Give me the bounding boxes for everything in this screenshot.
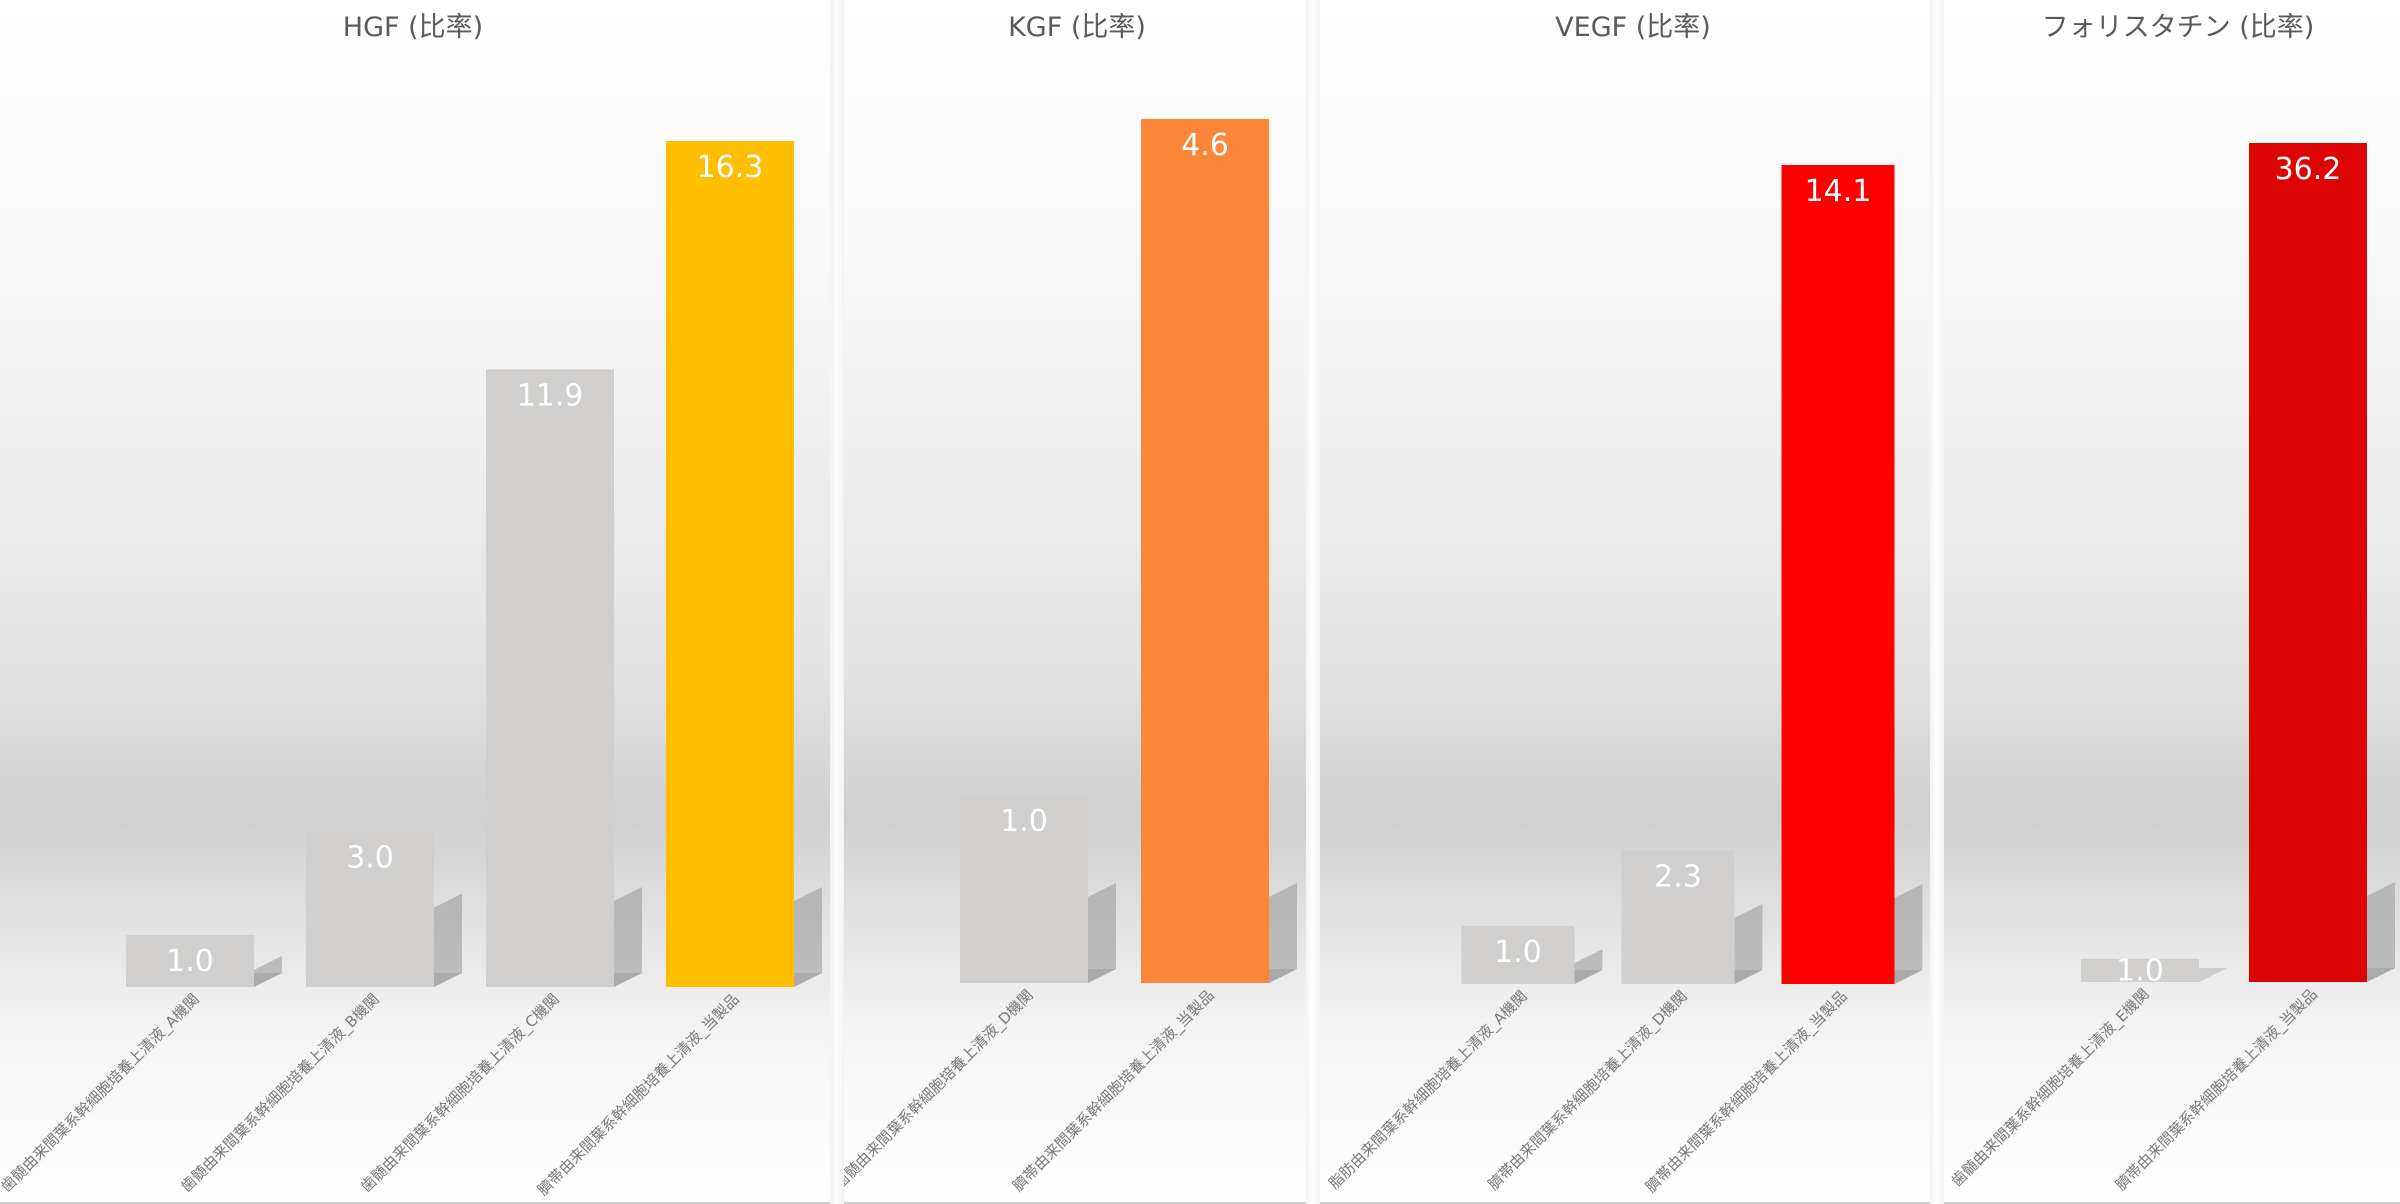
bar-1 (126, 935, 254, 987)
category-label: 臍帯由来間葉系幹細胞培養上清液_当製品 (1009, 986, 1219, 1196)
category-label: 歯髄由来間葉系幹細胞培養上清液_E機関 (1948, 985, 2154, 1191)
bar-value-label: 1.0 (1494, 935, 1542, 970)
chart-title: KGF (比率) (1008, 12, 1146, 43)
bar-value-label: 14.1 (1805, 174, 1872, 209)
category-label: 歯髄由来間葉系幹細胞培養上清液_A機関 (0, 990, 204, 1196)
chart-panel-3: VEGF (比率) 1.0 脂肪由来間葉系幹細胞培養上清液_A機関 2.3 臍帯由来間葉… (1320, 0, 1930, 1202)
bar-2 (1141, 119, 1269, 983)
bar-shadow (1734, 903, 1763, 984)
bar-value-label: 11.9 (517, 378, 584, 413)
bar-value-label: 3.0 (346, 840, 394, 875)
bar-1 (960, 795, 1088, 983)
bar-2 (1621, 850, 1735, 984)
category-label: 臍帯由来間葉系幹細胞培養上清液_D機関 (1484, 987, 1691, 1194)
bar-1 (2081, 958, 2199, 982)
bar-3 (1781, 165, 1895, 984)
bar-shadow (1269, 883, 1297, 983)
bar-shadow (1088, 883, 1116, 983)
bar-value-label: 2.3 (1654, 859, 1702, 894)
bar-value-label: 36.2 (2275, 152, 2342, 187)
bar-4 (666, 141, 794, 987)
panel-divider (1306, 0, 1320, 1204)
category-label: 歯髄由来間葉系幹細胞培養上清液_B機関 (177, 990, 383, 1196)
bar-2 (2249, 143, 2367, 982)
bar-value-label: 1.0 (166, 944, 214, 979)
category-label: 脂肪由来間葉系幹細胞培養上清液_A機関 (1325, 987, 1531, 1193)
bar-value-label: 4.6 (1181, 128, 1229, 163)
chart-svg-2: KGF (比率) 1.0 歯髄由来間葉系幹細胞培養上清液_D機関 4.6 臍帯由来間葉系… (844, 12, 1297, 1196)
bar-shadow (2199, 968, 2227, 983)
bar-shadow (1894, 884, 1923, 984)
chart-svg-1: HGF (比率) 1.0 歯髄由来間葉系幹細胞培養上清液_A機関 3.0 歯髄由来間葉系… (0, 12, 822, 1200)
category-label: 歯髄由来間葉系幹細胞培養上清液_C機関 (357, 990, 563, 1196)
chart-panel-2: KGF (比率) 1.0 歯髄由来間葉系幹細胞培養上清液_D機関 4.6 臍帯由来間葉系… (844, 0, 1306, 1202)
bar-shadow (434, 893, 462, 987)
bar-value-label: 1.0 (2116, 953, 2164, 988)
bar-shadow (794, 887, 822, 987)
panel-divider (1930, 0, 1944, 1204)
bar-shadow (614, 887, 642, 987)
bar-shadow (1574, 949, 1603, 984)
chart-title: フォリスタチン (比率) (2042, 12, 2315, 43)
bar-value-label: 16.3 (697, 150, 764, 185)
chart-panel-4: フォリスタチン (比率) 1.0 歯髄由来間葉系幹細胞培養上清液_E機関 36.2 臍帯… (1944, 0, 2400, 1202)
category-label: 臍帯由来間葉系幹細胞培養上清液_当製品 (1642, 987, 1852, 1197)
bar-2 (306, 831, 434, 987)
bar-value-label: 1.0 (1000, 804, 1048, 839)
category-label: 臍帯由来間葉系幹細胞培養上清液_当製品 (2112, 985, 2322, 1195)
chart-title: HGF (比率) (343, 12, 483, 43)
bar-shadow (254, 955, 282, 987)
category-label: 歯髄由来間葉系幹細胞培養上清液_D機関 (844, 986, 1038, 1193)
panel-divider (830, 0, 844, 1204)
chart-panel-1: HGF (比率) 1.0 歯髄由来間葉系幹細胞培養上清液_A機関 3.0 歯髄由来間葉系… (0, 0, 830, 1202)
bar-1 (1461, 925, 1575, 984)
category-label: 臍帯由来間葉系幹細胞培養上清液_当製品 (534, 990, 744, 1200)
chart-title: VEGF (比率) (1555, 12, 1711, 43)
chart-svg-3: VEGF (比率) 1.0 脂肪由来間葉系幹細胞培養上清液_A機関 2.3 臍帯由来間葉… (1325, 12, 1923, 1197)
bar-shadow (2367, 882, 2395, 982)
bar-3 (486, 369, 614, 987)
